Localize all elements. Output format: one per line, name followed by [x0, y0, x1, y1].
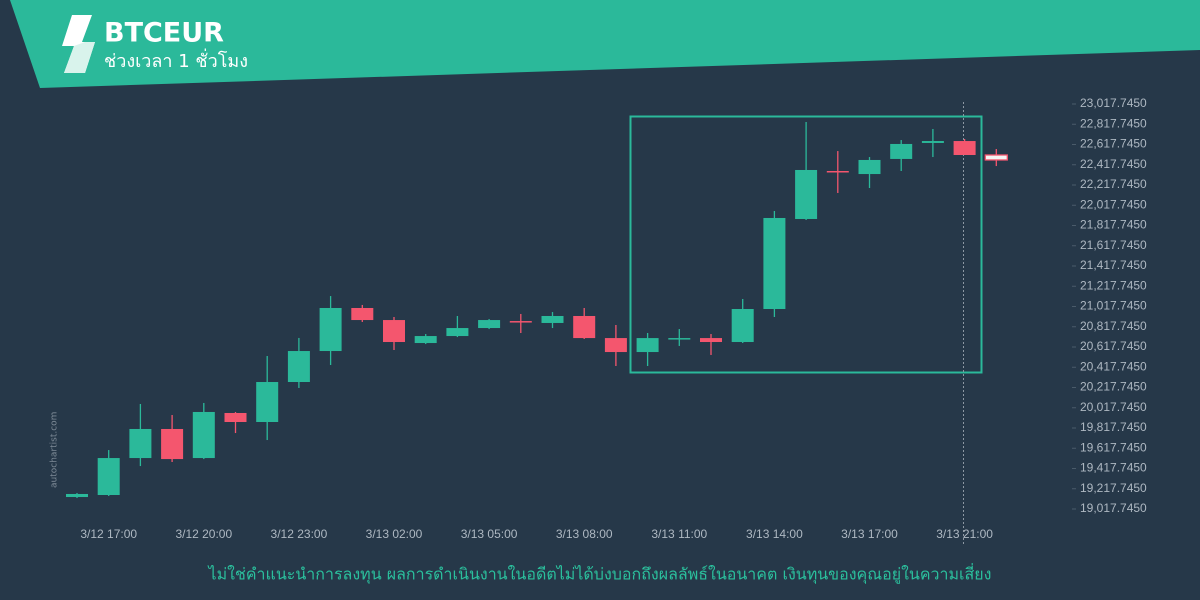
candle-body [731, 309, 754, 343]
x-tick-label: 3/13 05:00 [461, 527, 518, 541]
candle-body [953, 141, 976, 156]
x-tick-label: 3/12 17:00 [80, 527, 137, 541]
y-tick-label: 22,017.7450 [1080, 197, 1147, 211]
candle-body [192, 411, 215, 459]
watermark: autochartist.com [50, 412, 60, 488]
x-tick-label: 3/13 21:00 [936, 527, 993, 541]
candle-body [509, 321, 532, 323]
x-tick-label: 3/13 17:00 [841, 527, 898, 541]
header-banner [10, 0, 1200, 88]
candle-body [636, 338, 659, 353]
candle-body [383, 320, 405, 343]
candle-body [763, 217, 786, 310]
y-tick-label: 20,417.7450 [1080, 359, 1147, 373]
y-tick-label: 19,817.7450 [1080, 420, 1147, 434]
y-tick-label: 23,017.7450 [1080, 96, 1147, 110]
candle-body [256, 382, 279, 423]
y-tick-label: 21,217.7450 [1080, 278, 1147, 292]
candle-body [795, 169, 818, 219]
candle-body [129, 428, 152, 459]
pattern-box [629, 115, 983, 374]
y-tick-label: 19,017.7450 [1080, 501, 1147, 515]
candle-body [700, 338, 722, 343]
candle-body [66, 493, 88, 498]
candle-body [541, 315, 564, 323]
chart-title: BTCEUR [104, 18, 224, 49]
x-tick-label: 3/12 23:00 [271, 527, 328, 541]
candle-body [414, 336, 437, 344]
disclaimer: ไม่ใช่คำแนะนำการลงทุน ผลการดำเนินงานในอด… [207, 563, 992, 585]
y-tick-label: 19,617.7450 [1080, 440, 1147, 454]
y-tick-label: 21,617.7450 [1080, 238, 1147, 252]
candle-body [858, 159, 881, 175]
logo-shade [64, 42, 95, 73]
y-tick-label: 22,617.7450 [1080, 137, 1147, 151]
chart-subtitle: ช่วงเวลา 1 ชั่วโมง [104, 48, 248, 72]
candle-body [351, 307, 374, 321]
candle-body [446, 328, 469, 337]
logo [62, 15, 95, 73]
y-tick-label: 22,417.7450 [1080, 157, 1147, 171]
candle-body [921, 141, 944, 143]
x-tick-label: 3/13 02:00 [366, 527, 423, 541]
y-tick-label: 22,817.7450 [1080, 116, 1147, 130]
y-tick-label: 20,817.7450 [1080, 319, 1147, 333]
y-tick-label: 22,217.7450 [1080, 177, 1147, 191]
y-tick-label: 21,417.7450 [1080, 258, 1147, 272]
candle-body [826, 171, 849, 173]
candle-body [604, 338, 627, 353]
y-tick-label: 20,617.7450 [1080, 339, 1147, 353]
candle-body [287, 351, 310, 383]
y-tick-label: 19,417.7450 [1080, 461, 1147, 475]
y-tick-label: 21,817.7450 [1080, 218, 1147, 232]
candle-body [890, 143, 913, 159]
candle-body [668, 338, 691, 340]
x-tick-label: 3/13 08:00 [556, 527, 613, 541]
candle-body [161, 428, 184, 460]
candle-body [224, 412, 247, 423]
candle-body [984, 154, 1008, 161]
x-tick-label: 3/13 11:00 [651, 527, 707, 541]
y-tick-label: 20,217.7450 [1080, 380, 1147, 394]
y-tick-label: 21,017.7450 [1080, 299, 1147, 313]
y-tick-label: 19,217.7450 [1080, 481, 1147, 495]
candle-body [97, 458, 120, 496]
candle-body [478, 320, 501, 329]
x-tick-label: 3/13 14:00 [746, 527, 803, 541]
candle-body [573, 315, 596, 339]
y-tick-label: 20,017.7450 [1080, 400, 1147, 414]
x-tick-label: 3/12 20:00 [175, 527, 232, 541]
candle-body [319, 307, 342, 352]
